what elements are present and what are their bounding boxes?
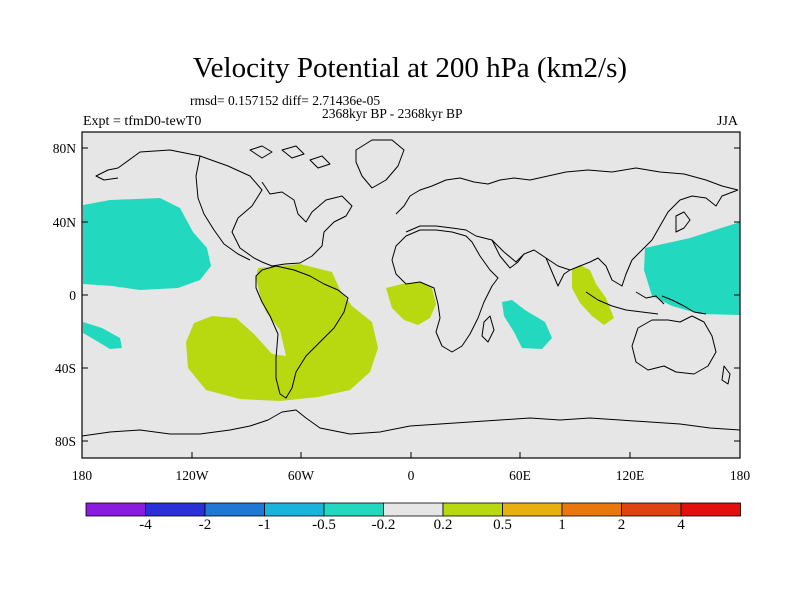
region-north-pacific	[83, 198, 211, 290]
y-label-40n: 40N	[53, 215, 77, 230]
y-label-80n: 80N	[53, 141, 77, 156]
coast-central-america-west	[195, 155, 251, 261]
coast-new-zealand	[721, 365, 731, 385]
colorbar-swatch-1	[85, 502, 146, 517]
x-label-120e: 120E	[616, 468, 645, 483]
negative-regions	[83, 198, 740, 349]
season-label: JJA	[717, 114, 739, 129]
coast-africa	[391, 229, 499, 353]
colorbar-swatch-11	[680, 502, 741, 517]
colorbar-swatch-2	[145, 502, 206, 517]
colorbar-label-8: 1	[558, 517, 566, 533]
coast-arabia	[491, 239, 525, 269]
x-label-0: 0	[408, 468, 415, 483]
experiment-label: Expt = tfmD0-tewT0	[83, 114, 202, 129]
positive-regions	[186, 264, 614, 401]
colorbar-swatch-6	[383, 502, 444, 517]
axis-ticks	[81, 147, 741, 458]
colorbar-swatch-7	[442, 502, 503, 517]
period-text: 2368kyr BP - 2368kyr BP	[322, 106, 463, 121]
x-label-60w: 60W	[288, 468, 315, 483]
colorbar-swatch-10	[621, 502, 682, 517]
x-label-180e: 180	[730, 468, 751, 483]
coast-alaska	[95, 167, 119, 181]
x-label-60e: 60E	[509, 468, 531, 483]
colorbar-label-1: -4	[139, 517, 152, 533]
coastlines	[81, 139, 741, 437]
colorbar-swatch-8	[502, 502, 563, 517]
y-label-40s: 40S	[55, 361, 76, 376]
x-label-120w: 120W	[176, 468, 209, 483]
y-label-0: 0	[69, 288, 76, 303]
colorbar-label-7: 0.5	[493, 517, 512, 533]
colorbar	[85, 502, 741, 517]
coast-india	[545, 257, 571, 287]
x-label-180w: 180	[72, 468, 93, 483]
colorbar-label-5: -0.2	[371, 517, 396, 533]
stats-text: rmsd= 0.157152 diff= 2.71436e-05	[190, 93, 381, 108]
coast-europe	[395, 167, 739, 215]
colorbar-label-3: -1	[258, 517, 271, 533]
region-maritime-continent	[572, 265, 614, 325]
region-west-pacific	[644, 222, 740, 315]
region-africa-atlantic	[386, 282, 436, 325]
coast-madagascar	[481, 315, 495, 343]
coast-asia-south	[475, 189, 739, 287]
colorbar-swatch-4	[264, 502, 325, 517]
coast-south-america	[255, 265, 349, 399]
region-south-america-atlantic	[186, 264, 378, 401]
region-indian-ocean	[502, 300, 552, 349]
coast-north-america	[117, 149, 353, 267]
colorbar-label-10: 4	[677, 517, 685, 533]
coast-greenland	[355, 139, 405, 189]
colorbar-swatch-9	[561, 502, 622, 517]
colorbar-swatch-3	[204, 502, 265, 517]
coast-arctic-islands	[249, 145, 331, 169]
plot-title: Velocity Potential at 200 hPa (km2/s)	[192, 52, 628, 84]
colorbar-label-6: 0.2	[433, 517, 453, 533]
coast-australia	[631, 315, 717, 375]
coast-antarctica	[81, 409, 741, 437]
colorbar-swatch-5	[323, 502, 384, 517]
coast-mediterranean	[405, 225, 477, 237]
colorbar-label-2: -2	[198, 517, 212, 533]
colorbar-label-9: 2	[617, 517, 626, 533]
region-south-pacific-west	[83, 322, 122, 349]
coast-japan	[675, 211, 691, 233]
coast-indonesia	[585, 291, 707, 315]
colorbar-label-4: -0.5	[312, 517, 336, 533]
y-label-80s: 80S	[55, 434, 76, 449]
